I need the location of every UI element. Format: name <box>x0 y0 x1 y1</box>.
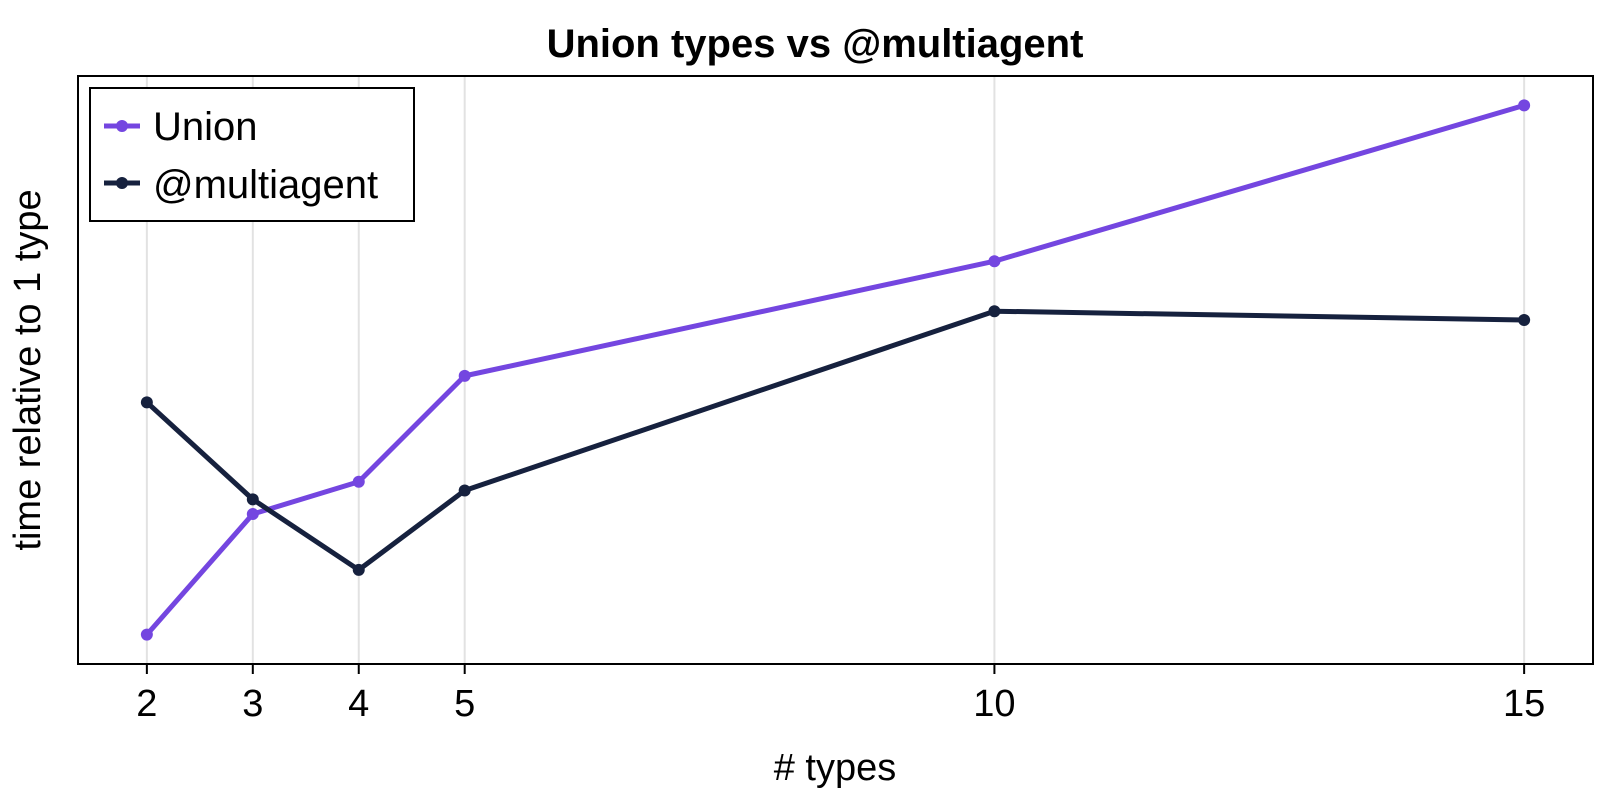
legend-marker-multiagent <box>116 177 128 189</box>
x-tick-label-10: 10 <box>973 683 1015 725</box>
y-axis-label: time relative to 1 type <box>7 189 49 550</box>
x-tick-label-15: 15 <box>1503 683 1545 725</box>
data-point-union-x3 <box>246 508 259 521</box>
data-point-union-x2 <box>140 628 153 641</box>
series-union <box>140 99 1531 641</box>
legend-label-multiagent: @multiagent <box>153 163 378 207</box>
data-point-multiagent-x5 <box>458 484 471 497</box>
data-point-union-x4 <box>352 475 365 488</box>
plot-frame <box>77 75 1594 665</box>
legend-label-union: Union <box>153 105 258 149</box>
data-point-multiagent-x15 <box>1518 314 1531 327</box>
data-point-multiagent-x10 <box>988 305 1001 318</box>
x-tick-label-3: 3 <box>242 683 263 725</box>
data-point-union-x15 <box>1518 99 1531 112</box>
data-point-union-x5 <box>458 369 471 382</box>
x-tick-label-4: 4 <box>348 683 369 725</box>
data-point-multiagent-x2 <box>140 396 153 409</box>
series-line-multiagent <box>145 308 1525 573</box>
series-multiagent <box>140 305 1531 576</box>
x-tick-label-2: 2 <box>136 683 157 725</box>
x-axis-label: # types <box>774 747 897 789</box>
legend: Union @multiagent <box>89 87 415 222</box>
series-group <box>140 99 1531 641</box>
series-line-union <box>144 103 1525 637</box>
legend-marker-union <box>116 120 128 132</box>
data-point-multiagent-x3 <box>246 493 259 506</box>
data-point-union-x10 <box>988 255 1001 268</box>
x-tick-label-5: 5 <box>454 683 475 725</box>
legend-box <box>89 87 415 222</box>
data-point-multiagent-x4 <box>352 563 365 576</box>
x-axis-ticks: 2 3 4 5 10 15 <box>136 664 1545 725</box>
chart-title: Union types vs @multiagent <box>547 22 1084 66</box>
